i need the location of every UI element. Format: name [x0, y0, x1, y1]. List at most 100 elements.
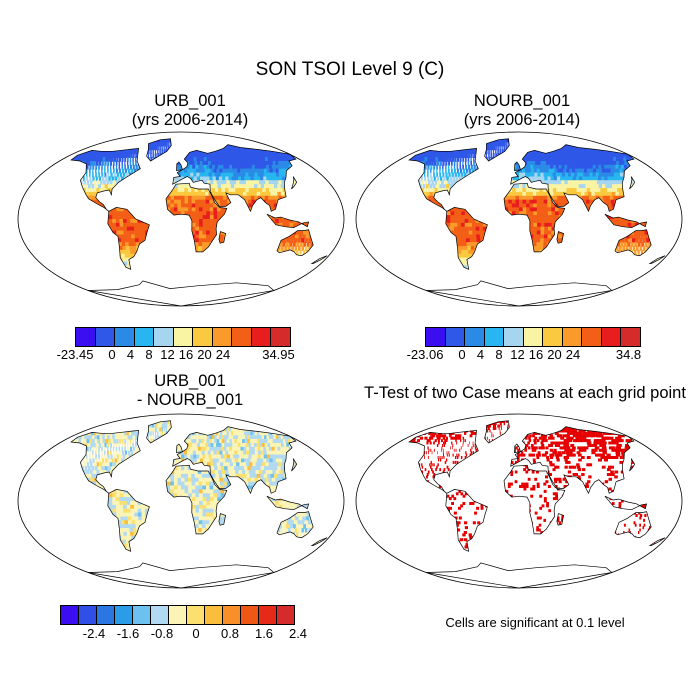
colorbar-tick-label: 8 [495, 347, 503, 362]
coastline-eurasia [172, 426, 297, 495]
colorbar-swatch [582, 328, 602, 346]
coastline-new-zealand [648, 255, 666, 264]
colorbar-swatch [97, 606, 115, 624]
colorbar-tick-label: 1.6 [254, 626, 274, 641]
colorbar-swatch [61, 606, 79, 624]
colorbar-swatch [134, 328, 154, 346]
colorbar-tick-label: 2.4 [288, 626, 308, 641]
coastline-japan [291, 176, 298, 190]
coastline-japan [291, 458, 298, 472]
colorbar-swatch [212, 328, 232, 346]
panel-title-line2: (yrs 2006-2014) [131, 111, 249, 129]
colorbar-swatch [154, 328, 174, 346]
colorbar-tick-label: 8 [145, 347, 153, 362]
colorbar-tick-label: 4 [476, 347, 485, 362]
colorbar-swatch [277, 606, 294, 624]
coastline-north-america [70, 430, 141, 494]
coastline-antarctica [88, 562, 275, 589]
panel-title-line2: - NOURB_001 [136, 391, 244, 409]
coastline-japan [629, 458, 636, 472]
coastline-africa [503, 464, 566, 535]
panel-title-urb: URB_001 (yrs 2006-2014) [40, 92, 340, 130]
panel-title-line1: URB_001 [154, 92, 226, 110]
map-ttest [355, 413, 683, 589]
colorbar-difference [60, 605, 295, 625]
coastline-uk [514, 443, 521, 454]
coastline-africa [165, 182, 228, 253]
page-title: SON TSOI Level 9 (C) [255, 59, 445, 80]
map-border [17, 413, 345, 589]
colorbar-swatch [223, 606, 241, 624]
coastline-south-america [445, 207, 488, 270]
coastline-australia [614, 511, 652, 539]
coastline-greenland [146, 138, 172, 162]
coastline-madagascar [218, 231, 227, 244]
colorbar-swatch [232, 328, 252, 346]
coastline-north-america [408, 148, 479, 212]
colorbar-tick-label: 20 [547, 347, 562, 362]
coastline-north-america [70, 148, 141, 212]
coastline-indonesia [266, 213, 310, 229]
colorbar-swatch [115, 328, 135, 346]
colorbar-swatch [259, 606, 277, 624]
colorbar-tick-label: 0 [458, 347, 466, 362]
panel-title-difference: URB_001 - NOURB_001 [40, 372, 340, 410]
colorbar-swatch [187, 606, 205, 624]
colorbar-swatch [543, 328, 563, 346]
coastline-antarctica [426, 562, 613, 589]
panel-title-line1: NOURB_001 [473, 92, 571, 110]
colorbar-swatch [484, 328, 504, 346]
colorbar-tick-label: -0.8 [150, 626, 174, 641]
colorbar-nourb [425, 327, 641, 347]
coastline-greenland [484, 420, 510, 444]
colorbar-swatch [79, 606, 97, 624]
map-border [355, 413, 683, 589]
colorbar-tick-label: 4 [126, 347, 135, 362]
significance-note: Cells are significant at 0.1 level [445, 615, 625, 630]
coastline-australia [276, 511, 314, 539]
colorbar-swatch [562, 328, 582, 346]
coastline-uk [176, 161, 183, 172]
colorbar-tick-label: -2.4 [82, 626, 106, 641]
colorbar-tick-label: 34.8 [615, 347, 642, 362]
panel-title-line1: URB_001 [154, 372, 226, 390]
colorbar-tick-label: 12 [160, 347, 175, 362]
coastline-eurasia [510, 144, 635, 213]
coastline-madagascar [556, 231, 565, 244]
colorbar-tick-label: 24 [215, 347, 231, 362]
coastline-greenland [484, 138, 510, 162]
panel-title-line2: (yrs 2006-2014) [463, 111, 581, 129]
panel-title-ttest: T-Test of two Case means at each grid po… [364, 384, 686, 402]
colorbar-swatch [621, 328, 640, 346]
coastline-south-america [107, 489, 150, 552]
colorbar-tick-label: 0 [108, 347, 116, 362]
coastline-madagascar [218, 513, 227, 526]
map-urb [17, 131, 345, 307]
colorbar-tick-label: 16 [178, 347, 194, 362]
coastline-indonesia [266, 495, 310, 511]
coastline-south-america [107, 207, 150, 270]
colorbar-swatch [504, 328, 524, 346]
coastline-north-america [408, 430, 479, 494]
colorbar-swatch [601, 328, 621, 346]
colorbar-urb [75, 327, 291, 347]
coastline-uk [176, 443, 183, 454]
colorbar-tick-label: 24 [565, 347, 581, 362]
colorbar-tick-label: 34.95 [262, 347, 295, 362]
coastline-indonesia [604, 213, 648, 229]
coastline-new-zealand [310, 255, 328, 264]
colorbar-tick-label: 0 [192, 626, 200, 641]
colorbar-tick-label: -23.45 [56, 347, 94, 362]
coastline-africa [165, 464, 228, 535]
colorbar-swatch [426, 328, 446, 346]
colorbar-swatch [173, 328, 193, 346]
coastline-eurasia [510, 426, 635, 495]
map-border [17, 131, 345, 307]
colorbar-swatch [76, 328, 96, 346]
colorbar-swatch [523, 328, 543, 346]
colorbar-swatch [205, 606, 223, 624]
coastline-australia [614, 229, 652, 257]
colorbar-swatch [465, 328, 485, 346]
coastline-africa [503, 182, 566, 253]
coastline-south-america [445, 489, 488, 552]
